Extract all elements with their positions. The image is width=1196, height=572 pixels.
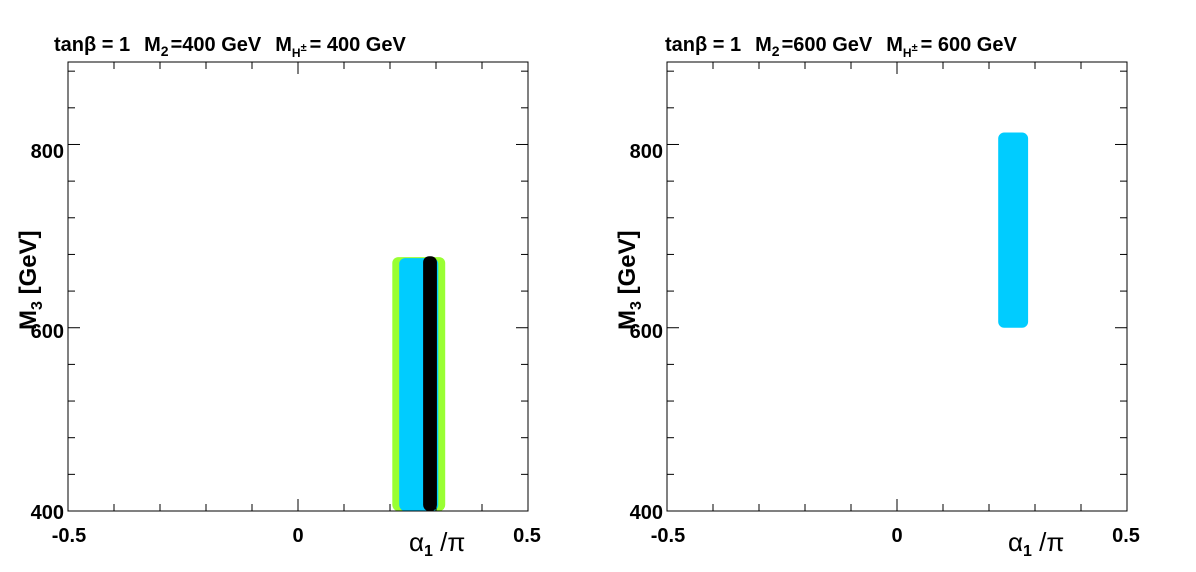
data-regions [392,256,446,511]
x-tick-label: 0 [292,525,303,547]
axis-ticks [666,62,1128,512]
right-panel: tanβ = 1 M2 =600 GeV MH± = 600 GeV -0.5 0 0.… [614,34,1140,560]
panel-title: tanβ = 1 M2 =600 GeV MH± = 600 GeV [665,34,1017,60]
x-tick-label: 0.5 [513,525,541,547]
x-tick-label: -0.5 [52,525,86,547]
y-tick-label: 600 [630,321,663,343]
y-axis-label: M3 [GeV] [15,230,46,330]
region-black-band [423,256,437,511]
panel-title: tanβ = 1 M2 =400 GeV MH± = 400 GeV [54,34,406,60]
y-tick-label: 600 [31,321,64,343]
y-tick-label: 800 [630,141,663,163]
x-tick-label: 0 [891,525,902,547]
y-axis-label: M3 [GeV] [614,230,645,330]
region-blue-region [998,132,1029,328]
x-axis-label: α1 /π [1008,527,1064,560]
left-panel: tanβ = 1 M2 =400 GeV MH± = 400 GeV -0.5 0 0.… [15,34,541,560]
data-regions [998,132,1029,328]
y-tick-label: 800 [31,141,64,163]
x-tick-label: 0.5 [1112,525,1140,547]
y-tick-label: 400 [31,502,64,524]
x-tick-label: -0.5 [651,525,685,547]
y-tick-label: 400 [630,502,663,524]
x-axis-label: α1 /π [409,527,465,560]
axis-ticks [67,62,529,512]
